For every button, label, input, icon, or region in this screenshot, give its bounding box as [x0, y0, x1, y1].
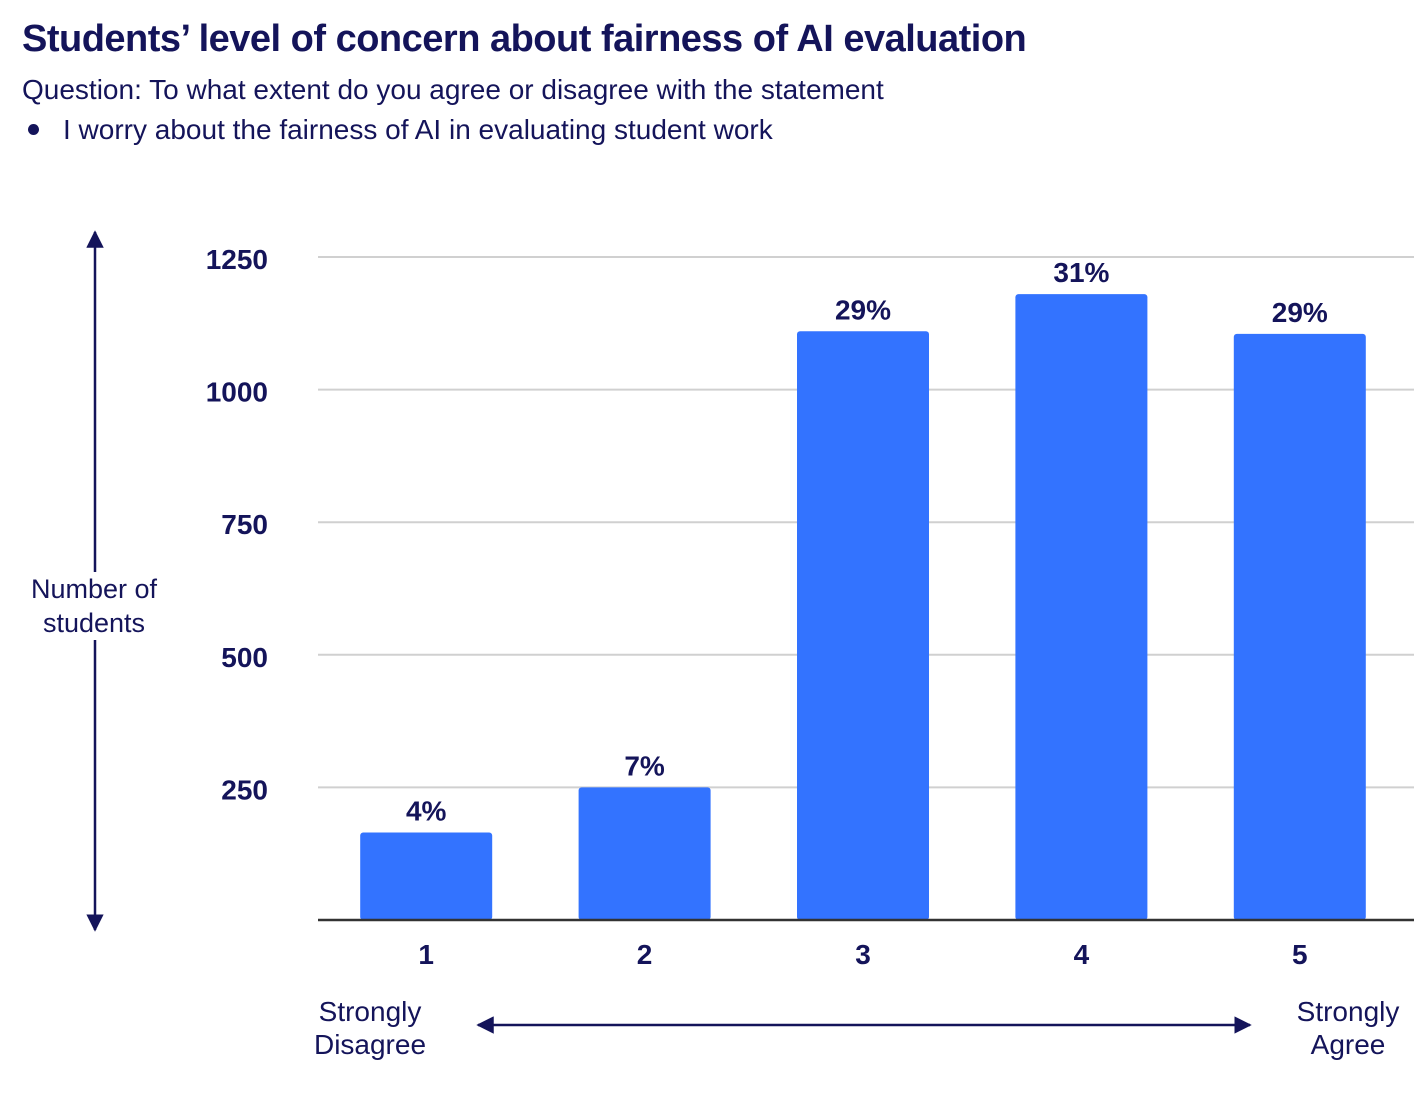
x-tick-label: 2	[637, 939, 653, 970]
statement-bullet: I worry about the fairness of AI in eval…	[22, 114, 773, 146]
x-tick-label: 4	[1074, 939, 1090, 970]
statement-text: I worry about the fairness of AI in eval…	[63, 114, 773, 145]
bar	[797, 331, 929, 921]
y-tick-label: 250	[221, 774, 268, 805]
data-label: 4%	[406, 795, 447, 826]
bar	[1233, 333, 1366, 921]
bar	[1015, 294, 1148, 920]
data-label: 29%	[835, 294, 891, 325]
data-label: 7%	[624, 750, 665, 781]
chart-subtitle: Question: To what extent do you agree or…	[22, 74, 884, 105]
strongly-disagree-label: Strongly Disagree	[313, 996, 427, 1060]
y-tick-label: 1000	[206, 377, 268, 408]
strongly-agree-label: Strongly Agree	[1296, 996, 1400, 1060]
chart-title: Students’ level of concern about fairnes…	[22, 18, 1027, 60]
y-axis-label: Number of students	[14, 572, 174, 640]
y-tick-label: 750	[221, 509, 268, 540]
bar	[360, 832, 493, 920]
y-tick-label: 1250	[206, 244, 268, 275]
bullet-dot-icon	[28, 124, 39, 135]
y-tick-label: 500	[221, 642, 268, 673]
data-label: 31%	[1053, 257, 1109, 288]
x-tick-label: 3	[855, 939, 871, 970]
data-label: 29%	[1272, 297, 1328, 328]
x-tick-label: 1	[418, 939, 434, 970]
bar	[578, 787, 711, 920]
x-tick-label: 5	[1292, 939, 1308, 970]
